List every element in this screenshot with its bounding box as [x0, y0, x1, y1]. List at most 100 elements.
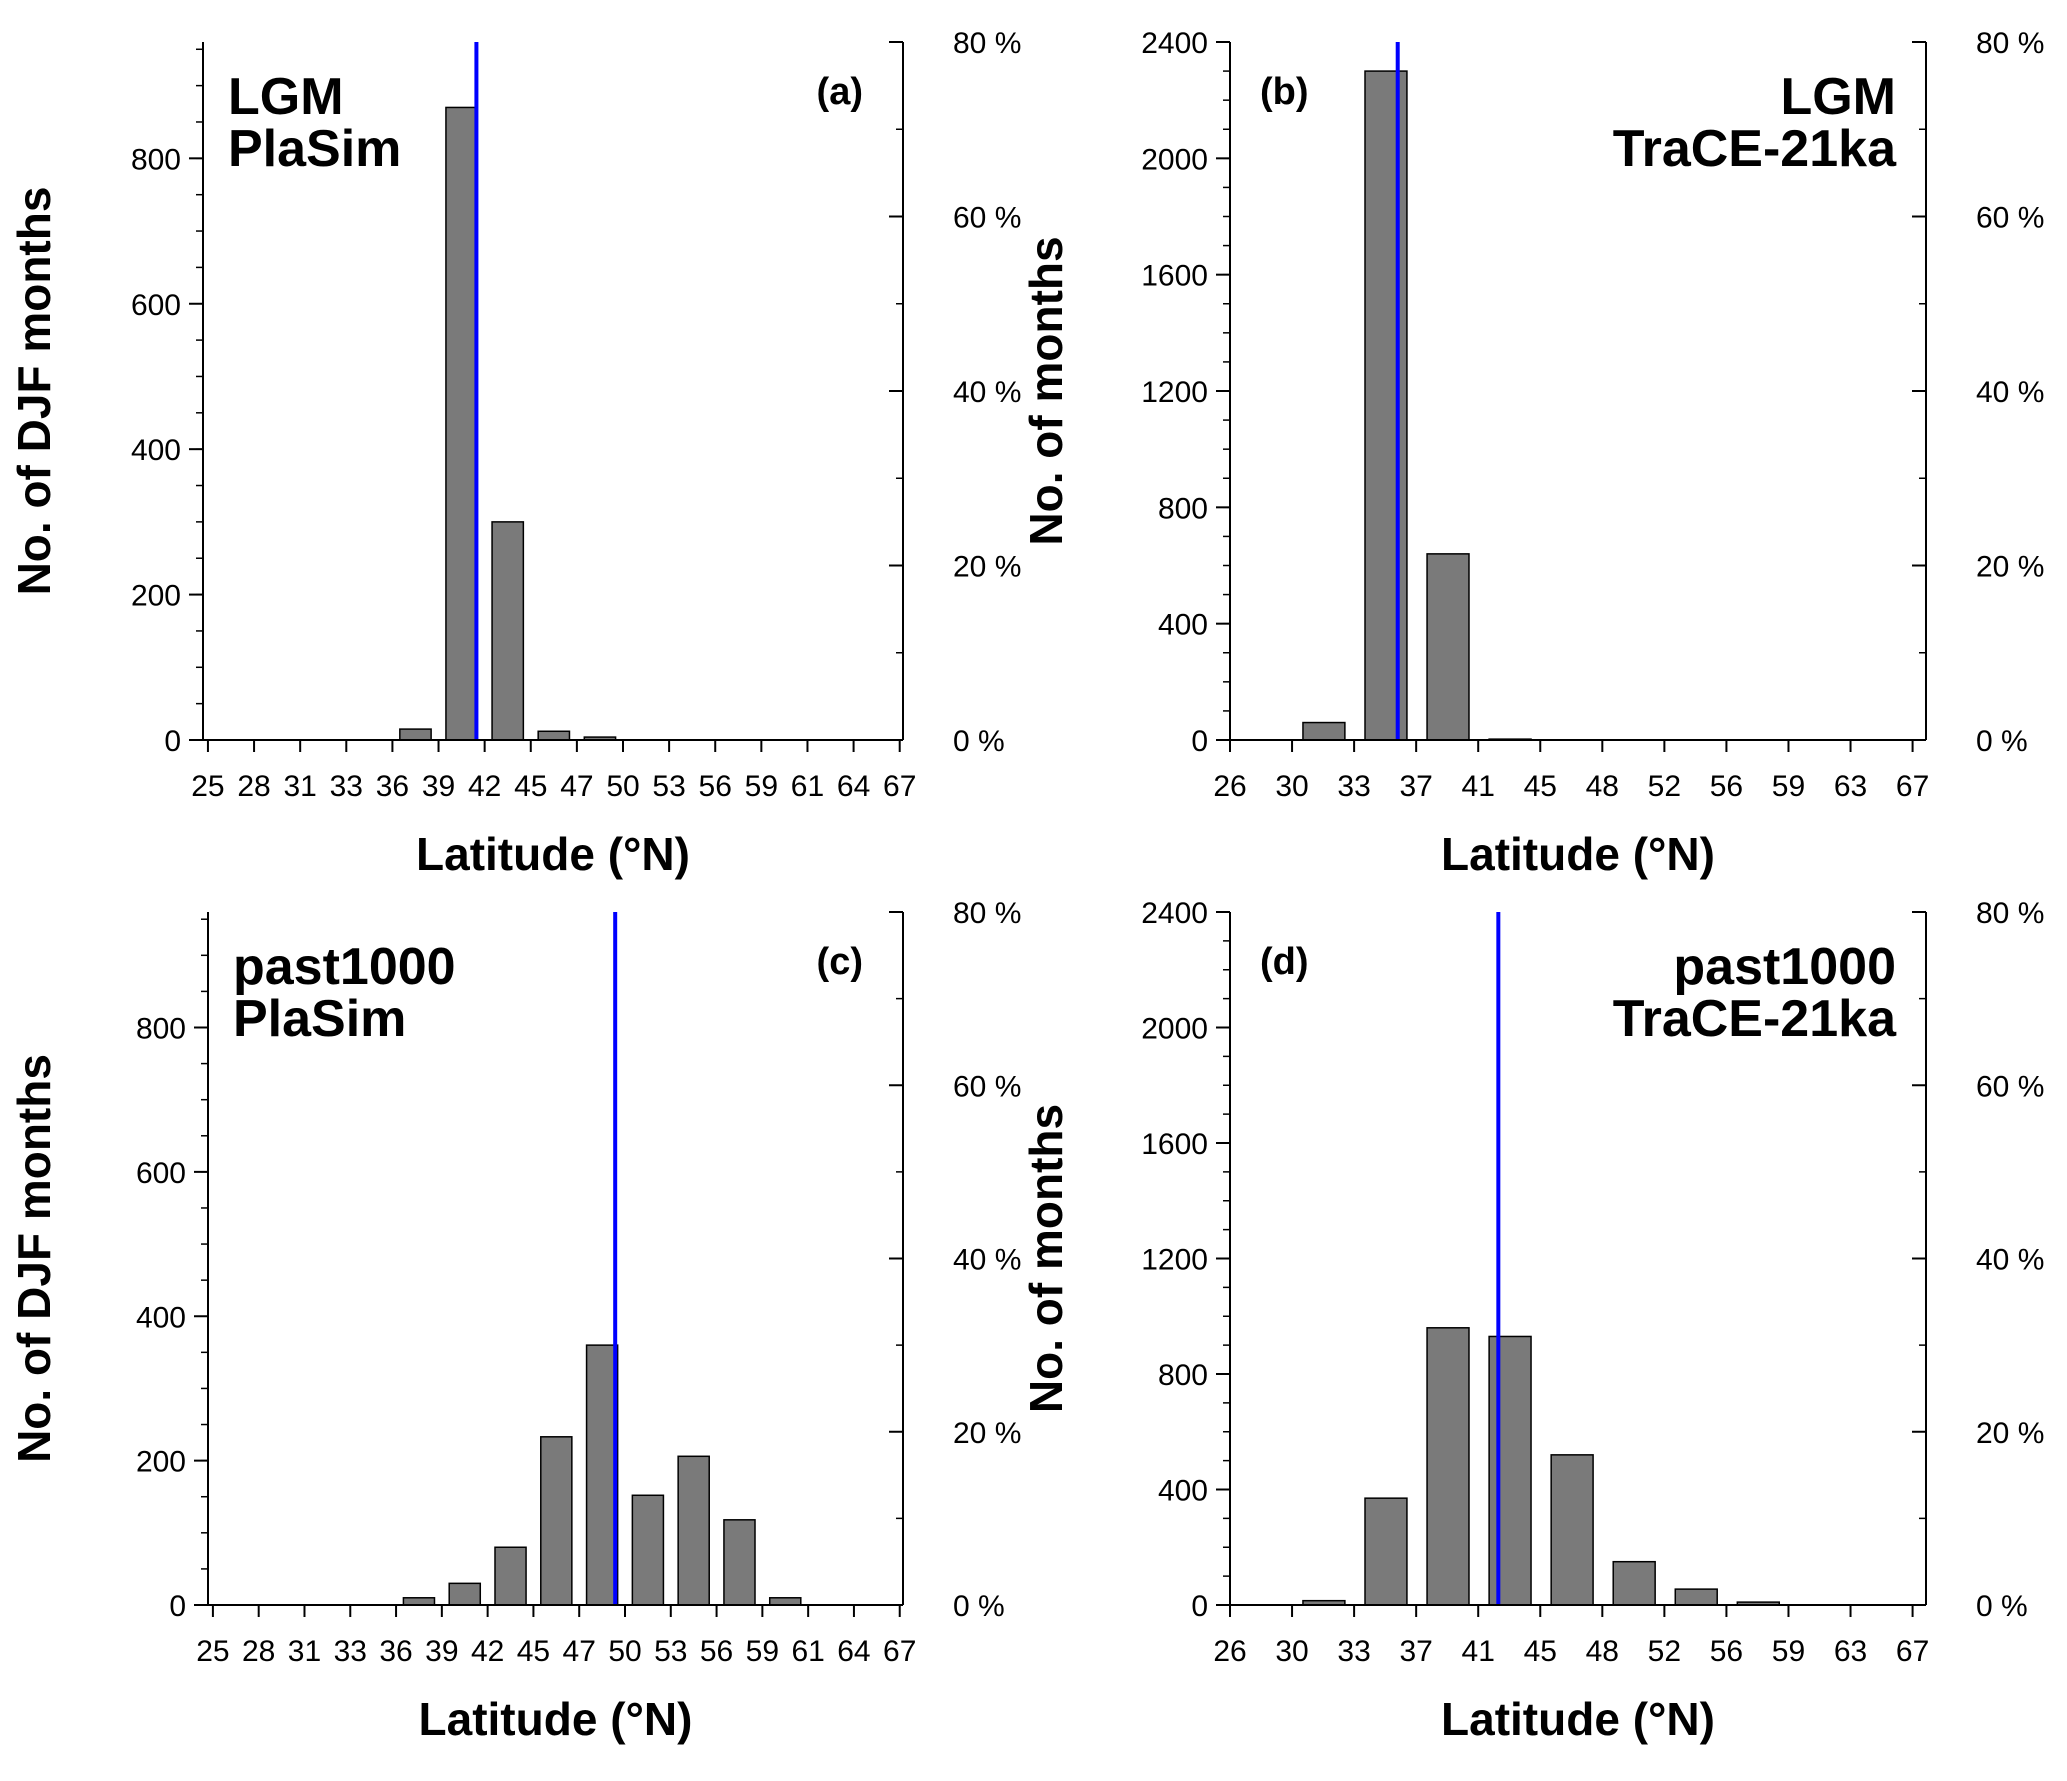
x-tick-label: 33 [334, 1635, 367, 1668]
pct-tick-label: 40 % [1976, 376, 2044, 409]
histogram-bar [1488, 1335, 1532, 1606]
y-tick-label: 1600 [1141, 260, 1208, 293]
x-tick-label: 37 [1399, 1635, 1432, 1668]
x-tick-label: 45 [1524, 1635, 1557, 1668]
x-tick-label: 48 [1586, 1635, 1619, 1668]
histogram-bar [399, 728, 432, 741]
x-axis-title: Latitude (°N) [419, 1693, 693, 1745]
x-tick-label: 50 [608, 1635, 641, 1668]
x-tick-label: 30 [1275, 1635, 1308, 1668]
y-tick-label: 0 [1191, 1590, 1208, 1623]
x-tick-label: 56 [699, 770, 732, 803]
x-tick-label: 45 [517, 1635, 550, 1668]
x-tick-label: 59 [745, 770, 778, 803]
x-tick-label: 47 [560, 770, 593, 803]
histogram-bar [445, 106, 478, 741]
x-tick-label: 52 [1648, 770, 1681, 803]
y-tick-label: 0 [1191, 725, 1208, 758]
y-tick-label: 1200 [1141, 1244, 1208, 1277]
panel-tag: (b) [1260, 71, 1309, 113]
y-tick-label: 400 [1158, 1475, 1208, 1508]
y-tick-label: 0 [164, 725, 181, 758]
y-tick-label: 400 [131, 434, 181, 467]
panel-title-line: past1000 [233, 938, 456, 996]
y-tick-label: 200 [131, 580, 181, 613]
x-tick-label: 67 [1896, 770, 1929, 803]
pct-tick-label: 40 % [953, 1244, 1021, 1277]
histogram-bar [1364, 1497, 1408, 1606]
y-tick-label: 600 [136, 1157, 186, 1190]
x-tick-label: 37 [1399, 770, 1432, 803]
x-axis-title: Latitude (°N) [416, 828, 690, 880]
y-tick-label: 400 [136, 1301, 186, 1334]
pct-tick-label: 20 % [1976, 551, 2044, 584]
x-tick-label: 30 [1275, 770, 1308, 803]
y-tick-label: 600 [131, 289, 181, 322]
histogram-bar [1612, 1560, 1656, 1606]
pct-tick-label: 40 % [1976, 1244, 2044, 1277]
histogram-bar [1302, 721, 1346, 741]
x-tick-label: 50 [606, 770, 639, 803]
x-axis-title: Latitude (°N) [1441, 1693, 1715, 1745]
x-tick-label: 39 [425, 1635, 458, 1668]
x-tick-label: 61 [791, 770, 824, 803]
y-tick-label: 0 [169, 1590, 186, 1623]
pct-tick-label: 20 % [953, 551, 1021, 584]
x-tick-label: 36 [379, 1635, 412, 1668]
pct-tick-label: 20 % [953, 1417, 1021, 1450]
histogram-bar [677, 1455, 710, 1606]
y-tick-label: 800 [1158, 492, 1208, 525]
x-tick-label: 42 [468, 770, 501, 803]
panel-title-line: PlaSim [228, 120, 401, 178]
pct-tick-label: 0 % [953, 1590, 1005, 1623]
pct-tick-label: 40 % [953, 376, 1021, 409]
pct-tick-label: 0 % [1976, 725, 2028, 758]
x-tick-label: 41 [1462, 1635, 1495, 1668]
x-tick-label: 28 [242, 1635, 275, 1668]
histogram-bar [1550, 1454, 1594, 1606]
histogram-bar [537, 730, 571, 741]
x-tick-label: 33 [1337, 1635, 1370, 1668]
y-tick-label: 2000 [1141, 1013, 1208, 1046]
x-tick-label: 64 [837, 770, 870, 803]
x-tick-label: 42 [471, 1635, 504, 1668]
panel-d: 0 400 800 1200 1600 2000 2400 0 % 20 % 40 % 60 % 80… [1020, 897, 2044, 1745]
histogram-bar [1674, 1588, 1718, 1606]
x-tick-label: 56 [1710, 1635, 1743, 1668]
pct-tick-label: 80 % [1976, 27, 2044, 60]
x-tick-label: 53 [654, 1635, 687, 1668]
y-tick-label: 800 [131, 143, 181, 176]
y-tick-label: 400 [1158, 609, 1208, 642]
histogram-bar [402, 1597, 436, 1606]
pct-tick-label: 60 % [953, 202, 1021, 235]
x-tick-label: 25 [191, 770, 224, 803]
y-axis-title: No. of months [1020, 236, 1072, 545]
y-tick-label: 2400 [1141, 27, 1208, 60]
pct-tick-label: 60 % [953, 1070, 1021, 1103]
x-axis-title: Latitude (°N) [1441, 828, 1715, 880]
x-tick-label: 56 [700, 1635, 733, 1668]
x-tick-label: 56 [1710, 770, 1743, 803]
x-tick-label: 59 [1772, 770, 1805, 803]
x-tick-label: 28 [237, 770, 270, 803]
histogram-bar [1364, 70, 1408, 741]
y-tick-label: 200 [136, 1446, 186, 1479]
x-tick-label: 63 [1834, 770, 1867, 803]
x-tick-label: 67 [883, 770, 916, 803]
x-tick-label: 36 [376, 770, 409, 803]
panel-tag: (a) [817, 71, 863, 113]
y-tick-label: 2400 [1141, 897, 1208, 930]
panel-title-line: TraCE-21ka [1613, 990, 1897, 1048]
histogram-bar [631, 1494, 665, 1606]
pct-tick-label: 80 % [953, 897, 1021, 930]
pct-tick-label: 0 % [953, 725, 1005, 758]
y-tick-label: 1200 [1141, 376, 1208, 409]
x-tick-label: 39 [422, 770, 455, 803]
panel-a: 0 200 400 600 800 0 % 20 % 40 % 60 % 80 % 25 28 31 33… [8, 27, 1021, 880]
x-tick-label: 47 [563, 1635, 596, 1668]
pct-tick-label: 0 % [1976, 1590, 2028, 1623]
histogram-bar [540, 1436, 573, 1606]
histogram-bar [494, 1546, 527, 1606]
x-tick-label: 45 [1524, 770, 1557, 803]
